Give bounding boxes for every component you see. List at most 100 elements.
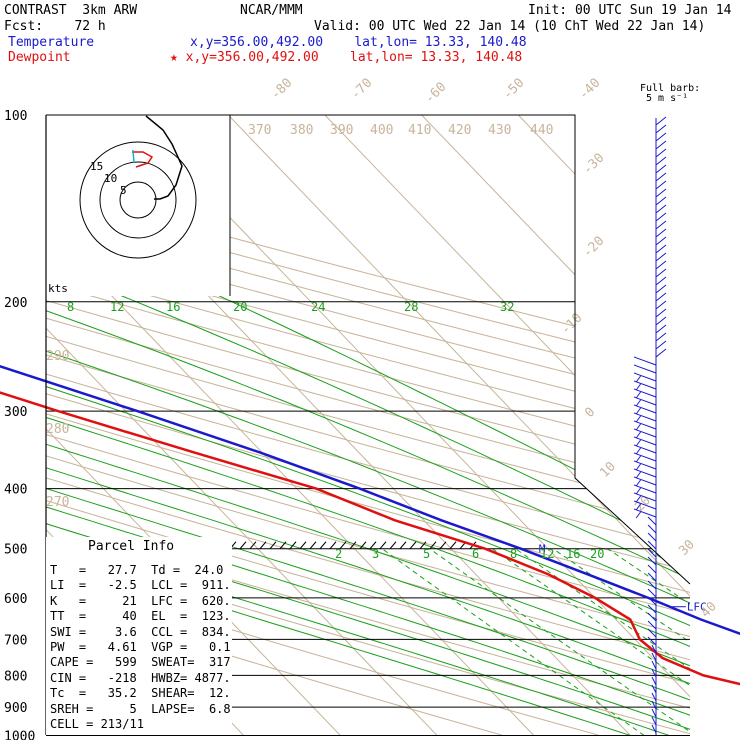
dry-adiabat xyxy=(46,115,690,735)
dry-adiabat xyxy=(46,115,690,735)
theta-label: 290 xyxy=(46,349,69,364)
moist-adiabat xyxy=(61,223,690,735)
hatch-mark xyxy=(309,541,317,550)
wind-barb xyxy=(655,268,667,278)
wind-barb xyxy=(655,228,667,238)
dry-adiabat xyxy=(46,115,690,735)
moist-adiabat xyxy=(46,223,690,735)
wind-barb xyxy=(655,212,667,222)
wind-barb xyxy=(633,356,657,366)
hodo-unit: kts xyxy=(48,282,68,295)
mixing-ratio-line xyxy=(607,548,690,735)
moist-adiabat xyxy=(46,223,690,735)
wind-barb-flag xyxy=(635,487,642,495)
wind-barb xyxy=(647,548,657,558)
hatch-mark xyxy=(299,541,307,550)
wind-barb xyxy=(651,708,657,718)
wind-barb xyxy=(633,364,657,374)
isotherm-label: -50 xyxy=(500,76,527,103)
mixing-ratio-line xyxy=(706,549,740,736)
mixing-ratio-label: 28 xyxy=(404,300,418,314)
mixing-ratio-label: 24 xyxy=(311,300,325,314)
pressure-tick-label: 800 xyxy=(4,669,27,684)
wind-barb xyxy=(655,340,667,350)
wind-barb xyxy=(655,148,667,158)
wind-barb xyxy=(647,556,657,566)
wind-barb-flag xyxy=(635,391,642,399)
isotherm-label: -40 xyxy=(576,76,603,103)
wind-barb xyxy=(651,684,657,694)
isotherm-line xyxy=(712,115,740,736)
wind-barb xyxy=(651,668,657,678)
pressure-tick-label: 700 xyxy=(4,633,27,648)
wind-barb-flag xyxy=(635,495,642,503)
wind-barb-flag xyxy=(635,375,642,383)
hatch-mark xyxy=(319,541,327,550)
mixing-ratio-label: 8 xyxy=(67,300,74,314)
wind-barb xyxy=(651,652,657,662)
dry-adiabat xyxy=(46,115,690,735)
moist-adiabat xyxy=(46,223,690,735)
wind-barb xyxy=(655,244,667,254)
isotherm-line xyxy=(227,115,690,735)
hodo-ring-label: 5 xyxy=(120,184,127,197)
dry-adiabat xyxy=(46,115,690,735)
mixing-ratio-label: 20 xyxy=(590,547,604,561)
isotherm-line xyxy=(46,115,438,735)
isotherm-label: -60 xyxy=(422,80,449,107)
wind-barb-flag xyxy=(635,447,642,455)
wind-barb xyxy=(655,156,667,166)
mixing-ratio-label: 5 xyxy=(423,547,430,561)
hatch-mark xyxy=(449,541,457,550)
wind-barb-flag xyxy=(635,431,642,439)
wind-barb-flag xyxy=(635,407,642,415)
mixing-ratio-line xyxy=(381,548,645,735)
wind-barb xyxy=(633,508,657,518)
wind-barb xyxy=(655,292,667,302)
wind-barb-flag xyxy=(635,423,642,431)
moist-adiabat xyxy=(46,223,690,735)
wind-barb xyxy=(647,564,657,574)
isotherm-line xyxy=(324,115,690,735)
wind-barb xyxy=(655,164,667,174)
isotherm-line xyxy=(131,115,690,735)
moist-adiabat xyxy=(46,223,690,735)
wind-barb xyxy=(647,612,657,622)
mixing-ratio-label: 16 xyxy=(566,547,580,561)
isotherm-line xyxy=(421,115,690,735)
wind-barb xyxy=(655,132,667,142)
hatch-mark xyxy=(269,541,277,550)
wind-barb xyxy=(651,644,657,654)
wind-barb xyxy=(633,444,657,454)
wind-barb xyxy=(655,236,667,246)
dry-adiabat xyxy=(46,115,599,735)
wind-barb xyxy=(651,660,657,670)
dewpoint-location: ★ x,y=356.00,492.00 lat,lon= 13.33, 140.… xyxy=(170,50,523,65)
storm-motion-mark xyxy=(132,151,154,168)
hatch-mark xyxy=(359,541,367,550)
moist-adiabat xyxy=(46,223,690,735)
temperature-location: x,y=356.00,492.00 lat,lon= 13.33, 140.48 xyxy=(190,35,527,50)
wind-barb xyxy=(647,532,657,542)
wind-barb xyxy=(647,588,657,598)
hodograph: 5 10 15 kts xyxy=(46,115,231,296)
wind-barb xyxy=(655,276,667,286)
theta-label: 270 xyxy=(46,495,69,510)
mixing-ratio-label: 3 xyxy=(372,547,379,561)
wind-barb xyxy=(633,452,657,462)
dry-adiabat xyxy=(46,115,690,735)
wind-barb xyxy=(655,124,667,134)
hatch-mark xyxy=(409,541,417,550)
parcel-info-row: T = 27.7 Td = 24.0 xyxy=(50,563,224,577)
wind-barb xyxy=(633,468,657,478)
wind-barb-flag xyxy=(635,439,642,447)
wind-barb xyxy=(633,436,657,446)
isotherm-label: 0 xyxy=(582,405,598,421)
mixing-ratio-label: 20 xyxy=(233,300,247,314)
sounding-series xyxy=(0,364,740,686)
dry-adiabat xyxy=(46,115,690,735)
hatch-mark xyxy=(279,541,287,550)
mixing-ratio-label: 6 xyxy=(472,547,479,561)
mixing-ratio-line xyxy=(429,548,690,735)
